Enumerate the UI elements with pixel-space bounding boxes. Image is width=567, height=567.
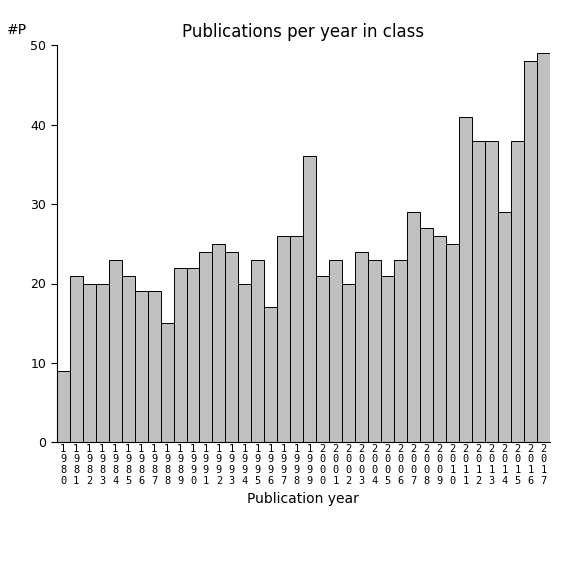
Bar (83, 284, 96, 442)
Bar (420, 228, 433, 442)
Bar (472, 141, 485, 442)
Bar (251, 260, 264, 442)
Bar (342, 284, 356, 442)
Bar (407, 212, 420, 442)
Bar (96, 284, 109, 442)
Bar (226, 252, 239, 442)
Bar (329, 260, 342, 442)
Bar (277, 236, 290, 442)
Bar (121, 276, 134, 442)
Bar (200, 252, 213, 442)
Bar (174, 268, 187, 442)
Bar (316, 276, 329, 442)
Bar (459, 117, 472, 442)
Bar (433, 236, 446, 442)
Bar (446, 244, 459, 442)
Bar (537, 53, 550, 442)
Bar (368, 260, 381, 442)
Bar (381, 276, 394, 442)
Bar (187, 268, 200, 442)
Bar (356, 252, 368, 442)
X-axis label: Publication year: Publication year (247, 492, 359, 506)
Bar (394, 260, 407, 442)
Bar (303, 156, 316, 442)
Text: #P: #P (7, 23, 27, 37)
Title: Publications per year in class: Publications per year in class (182, 23, 425, 41)
Bar (57, 371, 70, 442)
Bar (109, 260, 121, 442)
Bar (524, 61, 537, 442)
Bar (147, 291, 160, 442)
Bar (511, 141, 524, 442)
Bar (160, 323, 174, 442)
Bar (498, 212, 511, 442)
Bar (134, 291, 147, 442)
Bar (290, 236, 303, 442)
Bar (70, 276, 83, 442)
Bar (264, 307, 277, 442)
Bar (239, 284, 251, 442)
Bar (485, 141, 498, 442)
Bar (213, 244, 226, 442)
